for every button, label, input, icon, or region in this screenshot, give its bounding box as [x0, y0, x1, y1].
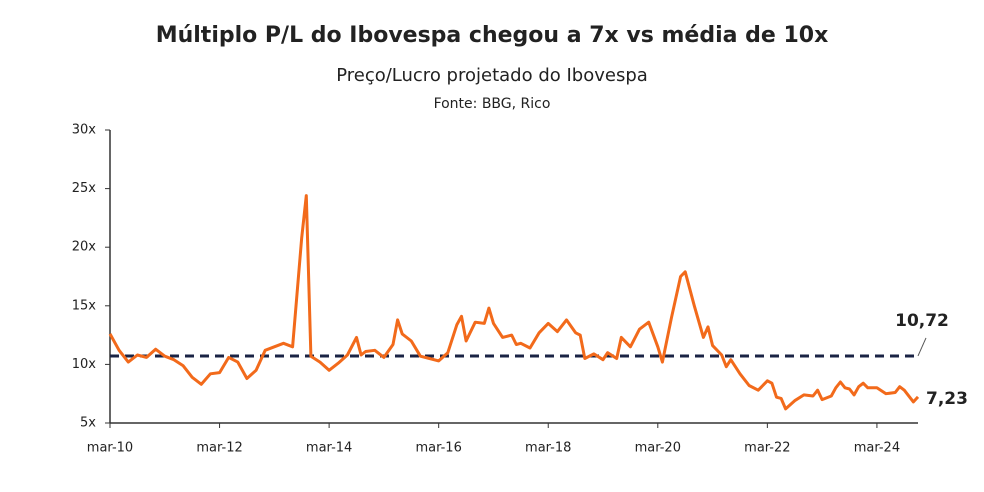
x-tick-label: mar-24 — [854, 441, 900, 456]
chart-subtitle: Preço/Lucro projetado do Ibovespa — [336, 65, 648, 86]
y-tick-label: 20x — [72, 240, 97, 255]
x-tick-label: mar-22 — [744, 441, 790, 456]
y-tick-label: 5x — [80, 416, 96, 431]
x-tick-label: mar-10 — [87, 441, 133, 456]
y-tick-label: 25x — [72, 181, 97, 196]
x-tick-label: mar-20 — [635, 441, 681, 456]
series-line — [108, 194, 920, 411]
x-tick-label: mar-16 — [415, 441, 461, 456]
reference-leader — [917, 337, 927, 357]
reference-label: 10,72 — [895, 311, 949, 331]
x-tick-label: mar-14 — [306, 441, 352, 456]
y-tick-label: 10x — [72, 357, 97, 372]
chart-title: Múltiplo P/L do Ibovespa chegou a 7x vs … — [156, 23, 829, 48]
chart-source: Fonte: BBG, Rico — [434, 96, 551, 112]
y-tick-label: 15x — [72, 298, 97, 313]
value-label: 7,23 — [926, 389, 968, 409]
y-tick-label: 30x — [72, 123, 97, 138]
x-tick-label: mar-12 — [196, 441, 242, 456]
x-tick-label: mar-18 — [525, 441, 571, 456]
